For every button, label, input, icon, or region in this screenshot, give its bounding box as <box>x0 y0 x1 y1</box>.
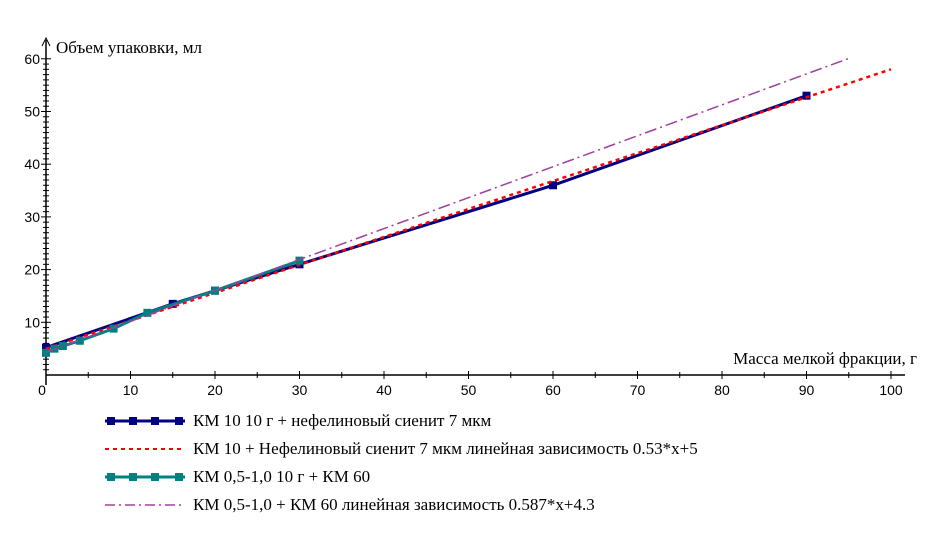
data-point <box>42 348 50 357</box>
data-point <box>75 336 84 345</box>
data-point <box>58 342 67 351</box>
data-point <box>143 308 152 317</box>
legend-swatch-2 <box>105 473 185 481</box>
x-tick-label: 40 <box>376 382 392 398</box>
y-tick-label: 30 <box>24 209 40 225</box>
data-point <box>802 91 811 100</box>
x-tick-label: 10 <box>123 382 139 398</box>
legend-swatch-1 <box>105 448 185 450</box>
legend-label: КМ 10 10 г + нефелиновый сиенит 7 мкм <box>193 411 492 430</box>
data-point <box>549 181 557 190</box>
legend-label: КМ 10 + Нефелиновый сиенит 7 мкм линейна… <box>193 439 698 458</box>
legend-swatch-0 <box>105 417 185 425</box>
x-tick-label: 50 <box>461 382 477 398</box>
y-axis-label: Объем упаковки, мл <box>56 38 203 57</box>
legend-item-2: КМ 0,5-1,0 10 г + КМ 60 <box>105 463 698 491</box>
x-tick-label: 30 <box>292 382 308 398</box>
data-point <box>109 324 118 333</box>
x-tick-label: 100 <box>879 382 903 398</box>
y-tick-label: 60 <box>24 51 40 67</box>
x-tick-label: 70 <box>630 382 646 398</box>
y-axis-arrow <box>41 36 51 47</box>
legend-label: КМ 0,5-1,0 + КМ 60 линейная зависимость … <box>193 495 595 514</box>
legend-item-3: КМ 0,5-1,0 + КМ 60 линейная зависимость … <box>105 491 698 519</box>
x-axis-label: Масса мелкой фракции, г <box>733 349 917 368</box>
data-point <box>295 256 304 265</box>
legend: КМ 10 10 г + нефелиновый сиенит 7 мкм КМ… <box>105 407 698 519</box>
x-tick-label: 90 <box>799 382 815 398</box>
series-line-3 <box>45 57 850 354</box>
y-tick-label: 20 <box>24 262 40 278</box>
y-tick-label: 40 <box>24 156 40 172</box>
legend-item-1: КМ 10 + Нефелиновый сиенит 7 мкм линейна… <box>105 435 698 463</box>
x-tick-label: 80 <box>714 382 730 398</box>
legend-swatch-3 <box>105 504 185 506</box>
legend-label: КМ 0,5-1,0 10 г + КМ 60 <box>193 467 371 486</box>
legend-item-0: КМ 10 10 г + нефелиновый сиенит 7 мкм <box>105 407 698 435</box>
x-tick-label: 0 <box>38 382 46 398</box>
x-tick-label: 20 <box>207 382 223 398</box>
y-tick-label: 50 <box>24 104 40 120</box>
x-tick-label: 60 <box>545 382 561 398</box>
y-tick-label: 10 <box>24 314 40 330</box>
